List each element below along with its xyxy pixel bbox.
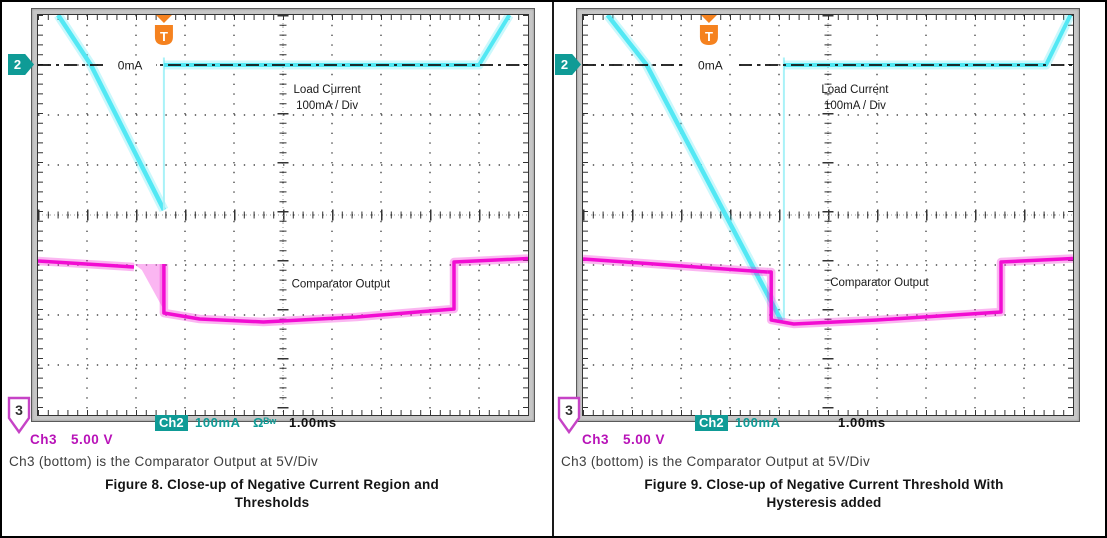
ch3-scale-value: 5.00 V xyxy=(623,432,666,447)
zero-current-label: 0mA xyxy=(118,59,143,73)
comparator-output-label: Comparator Output xyxy=(830,277,929,289)
ch3-label: Ch3 xyxy=(582,432,610,447)
ch2-coupling-bw-icon: Ωᴮʷ xyxy=(253,415,277,430)
panel-figure-8: 0mA Load Current 100mA / Div Comparator Out… xyxy=(2,2,552,536)
trace-comparator-low-and-step xyxy=(162,256,528,324)
zero-current-label: 0mA xyxy=(698,59,723,73)
channel-3-marker-shape xyxy=(557,396,581,435)
trigger-badge-icon xyxy=(699,25,718,45)
load-current-scale-label: 100mA / Div xyxy=(296,100,358,112)
load-current-label: Load Current xyxy=(821,84,889,96)
caption-line-2: Hysteresis added xyxy=(766,495,882,510)
trace-comparator-chatter-region xyxy=(134,264,164,310)
trigger-badge-icon xyxy=(154,25,173,45)
trace-load-current-flat-and-ramp xyxy=(783,15,1073,67)
figure-8-caption: Figure 8. Close-up of Negative Current R… xyxy=(2,476,542,512)
trigger-badge-label: T xyxy=(160,29,168,44)
channel-3-marker: 3 xyxy=(7,396,31,435)
load-current-label: Load Current xyxy=(294,84,362,96)
channel-2-marker: 2 xyxy=(555,54,581,75)
ch3-scale-value: 5.00 V xyxy=(71,432,114,447)
figure-9-description: Ch3 (bottom) is the Comparator Output at… xyxy=(561,454,871,469)
channel-3-marker-shape xyxy=(7,396,31,435)
channel-2-marker: 2 xyxy=(8,54,34,75)
scope-plot-svg: 0mA Load Current 100mA / Div Comparator Out… xyxy=(583,15,1073,415)
ch3-readout: Ch3 5.00 V xyxy=(582,432,665,447)
comparator-output-label: Comparator Output xyxy=(292,279,391,291)
channel-3-marker-label: 3 xyxy=(15,402,23,418)
scope-status-bar: Ch2 100mA 1.00ms xyxy=(554,415,1105,433)
figure-9-caption: Figure 9. Close-up of Negative Current T… xyxy=(554,476,1094,512)
load-current-scale-label: 100mA / Div xyxy=(824,100,886,112)
trace-load-current-flat-and-ramp xyxy=(163,15,512,67)
oscilloscope-graticule: 0mA Load Current 100mA / Div Comparator Out… xyxy=(582,14,1074,416)
ch2-scale-value: 100mA xyxy=(195,415,241,430)
channel-2-marker-label: 2 xyxy=(13,57,22,72)
trace-glow-comparator-low-and-step xyxy=(766,254,1073,329)
ch3-label: Ch3 xyxy=(30,432,58,447)
scope-plot-svg: 0mA Load Current 100mA / Div Comparator Out… xyxy=(38,15,528,415)
figure-8-description: Ch3 (bottom) is the Comparator Output at… xyxy=(9,454,319,469)
ch2-scale-value: 100mA xyxy=(735,415,781,430)
timebase-value: 1.00ms xyxy=(838,415,886,430)
trace-glow-load-current-flat-and-ramp xyxy=(163,15,514,70)
trigger-position-icon xyxy=(700,15,717,23)
channel-3-marker: 3 xyxy=(557,396,581,435)
ch3-readout: Ch3 5.00 V xyxy=(30,432,113,447)
timebase-value: 1.00ms xyxy=(289,415,337,430)
trace-glow-load-current-flat-and-ramp xyxy=(783,15,1073,70)
channel-3-marker-label: 3 xyxy=(565,402,573,418)
scope-status-bar: Ch2 100mA Ωᴮʷ 1.00ms xyxy=(2,415,552,433)
zero-label-backdrop xyxy=(684,57,737,72)
ch2-badge: Ch2 xyxy=(695,415,728,431)
trace-comparator-low-and-step xyxy=(767,256,1073,326)
ch2-badge: Ch2 xyxy=(155,415,188,431)
channel-2-marker-label: 2 xyxy=(560,57,569,72)
trigger-badge-label: T xyxy=(705,29,713,44)
oscilloscope-bezel: 0mA Load Current 100mA / Div Comparator Out… xyxy=(31,8,535,422)
caption-line-1: Figure 8. Close-up of Negative Current R… xyxy=(105,477,439,492)
trigger-position-icon xyxy=(155,15,172,23)
trace-comparator-high-left xyxy=(38,259,135,269)
caption-line-2: Thresholds xyxy=(234,495,310,510)
caption-line-1: Figure 9. Close-up of Negative Current T… xyxy=(644,477,1004,492)
oscilloscope-graticule: 0mA Load Current 100mA / Div Comparator Out… xyxy=(37,14,529,416)
oscilloscope-bezel: 0mA Load Current 100mA / Div Comparator Out… xyxy=(576,8,1080,422)
zero-label-backdrop xyxy=(104,57,157,72)
trace-comparator-high-left xyxy=(583,257,768,274)
panel-figure-9: 0mA Load Current 100mA / Div Comparator Out… xyxy=(552,2,1105,536)
